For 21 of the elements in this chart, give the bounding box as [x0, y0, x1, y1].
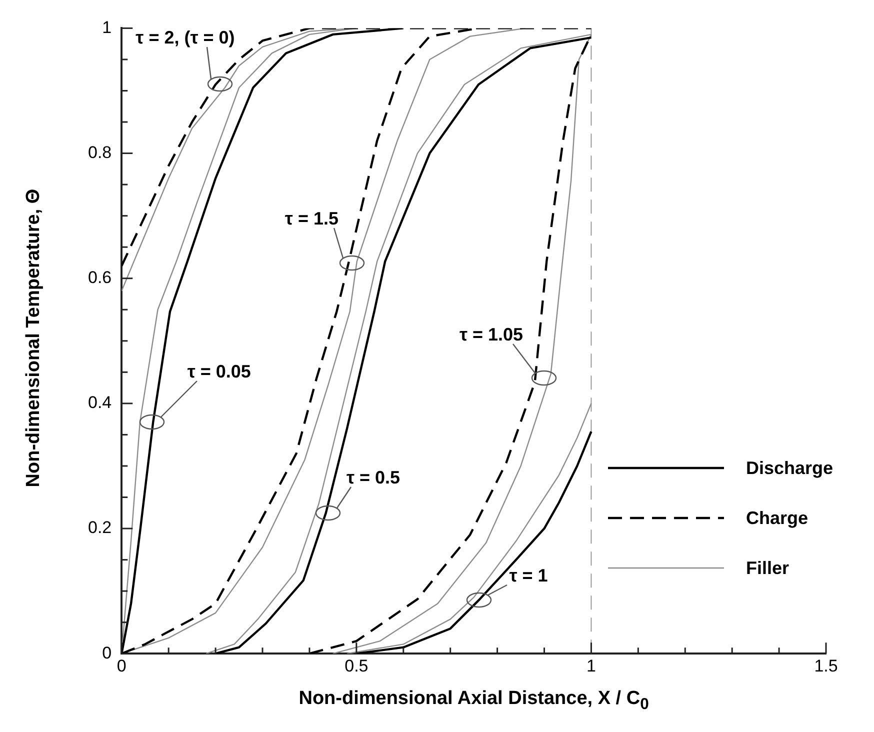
y-axis-title: Non-dimensional Temperature, Θ	[23, 188, 45, 488]
text: Discharge	[746, 458, 834, 478]
y-tick-label: 0.4	[88, 393, 112, 412]
y-tick-label: 1	[102, 18, 112, 37]
x-tick-label: 0	[116, 656, 126, 676]
annotation: τ = 1.5	[284, 208, 339, 230]
text: Filler	[746, 558, 790, 578]
x-tick-label: 0.5	[344, 656, 368, 676]
y-tick-label: 0.6	[88, 268, 112, 288]
x-tick-label: 1.5	[814, 656, 838, 676]
annotation: τ = 1	[509, 566, 548, 587]
annotation: τ = 0.05	[187, 362, 251, 383]
annotation: τ = 1.05	[459, 324, 524, 346]
annotation: τ = 0.5	[346, 467, 400, 488]
text: Charge	[746, 508, 808, 528]
y-tick-label: 0.2	[88, 518, 112, 538]
y-tick-label: 0	[102, 643, 112, 662]
annotation: τ = 2, (τ = 0)	[136, 28, 235, 49]
y-tick-label: 0.8	[88, 142, 112, 162]
x-tick-label: 1	[586, 656, 596, 676]
x-axis-title: Non-dimensional Axial Distance, X / C$_{0}$	[298, 688, 649, 714]
